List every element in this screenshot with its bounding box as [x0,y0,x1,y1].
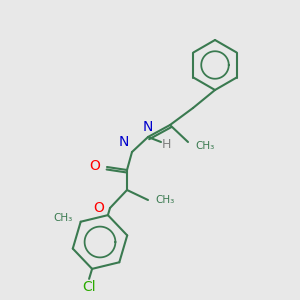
Text: CH₃: CH₃ [53,213,73,223]
Text: O: O [89,159,100,173]
Text: Cl: Cl [82,280,96,294]
Text: O: O [93,201,104,215]
Text: N: N [143,120,153,134]
Text: N: N [118,135,129,149]
Text: CH₃: CH₃ [155,195,174,205]
Text: CH₃: CH₃ [195,141,214,151]
Text: H: H [161,139,171,152]
